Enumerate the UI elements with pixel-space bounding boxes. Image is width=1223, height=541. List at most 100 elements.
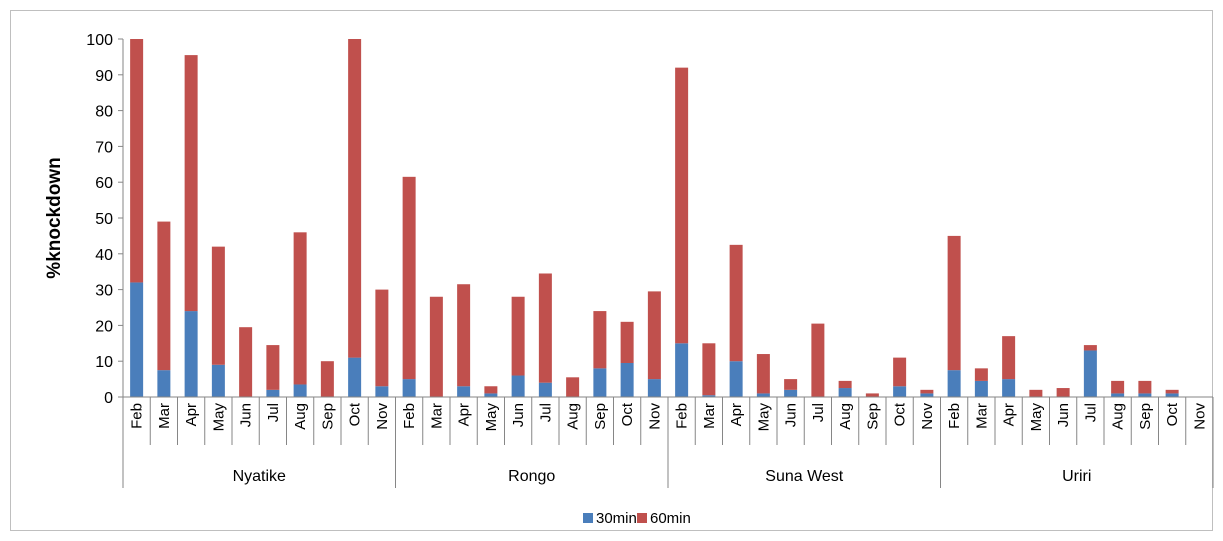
y-tick-label: 80: [95, 104, 113, 121]
bar-30min-suna-west-may: [756, 393, 770, 397]
bar-60min-nyatike-sep: [320, 361, 334, 397]
chart-frame: [10, 10, 1213, 531]
y-tick-label: 70: [95, 139, 113, 156]
x-tick-label: Apr: [183, 403, 200, 426]
bar-30min-suna-west-jun: [784, 389, 798, 397]
bar-60min-nyatike-jul: [266, 345, 280, 390]
bar-30min-nyatike-aug: [293, 384, 307, 397]
y-tick-label: 20: [95, 318, 113, 335]
bar-30min-suna-west-nov: [920, 393, 934, 397]
bar-60min-nyatike-jun: [239, 327, 253, 397]
x-tick-label: Jul: [810, 403, 827, 422]
x-tick-label: Aug: [292, 403, 309, 430]
bar-30min-nyatike-apr: [184, 311, 198, 397]
bar-30min-rongo-apr: [457, 386, 471, 397]
x-tick-label: Feb: [401, 403, 418, 429]
x-tick-label: Mar: [973, 403, 990, 429]
x-tick-label: Nov: [919, 403, 936, 430]
bar-60min-suna-west-may: [756, 354, 770, 394]
x-tick-label: Mar: [428, 403, 445, 429]
bar-60min-nyatike-nov: [375, 289, 389, 387]
bar-60min-rongo-aug: [566, 377, 580, 397]
bar-60min-rongo-apr: [457, 284, 471, 387]
group-label: Suna West: [765, 468, 844, 485]
bar-60min-suna-west-sep: [865, 393, 879, 397]
bar-30min-nyatike-may: [211, 364, 225, 397]
bar-60min-uriri-mar: [974, 368, 988, 381]
x-tick-label: Oct: [347, 402, 364, 426]
bar-60min-uriri-may: [1029, 389, 1043, 397]
x-tick-label: Oct: [1164, 402, 1181, 426]
group-label: Nyatike: [233, 468, 286, 485]
x-tick-label: Sep: [1137, 403, 1154, 430]
x-tick-label: Mar: [156, 403, 173, 429]
x-tick-label: Apr: [728, 403, 745, 426]
legend: 30min 60min: [583, 510, 691, 527]
bar-60min-rongo-oct: [620, 321, 634, 363]
bar-60min-suna-west-oct: [893, 357, 907, 387]
bar-30min-nyatike-feb: [130, 282, 144, 397]
bar-60min-suna-west-jun: [784, 379, 798, 390]
bar-30min-rongo-nov: [647, 379, 661, 397]
y-tick-label: 60: [95, 175, 113, 192]
bar-60min-suna-west-feb: [675, 67, 689, 344]
bar-30min-uriri-sep: [1138, 393, 1152, 397]
bar-30min-rongo-jul: [538, 382, 552, 397]
bar-30min-suna-west-mar: [702, 395, 716, 397]
bar-60min-rongo-jul: [538, 273, 552, 383]
bar-30min-rongo-oct: [620, 362, 634, 397]
bar-30min-suna-west-apr: [729, 361, 743, 397]
x-tick-label: Aug: [1110, 403, 1127, 430]
legend-label-60min: 60min: [650, 510, 691, 527]
x-tick-label: May: [1028, 403, 1045, 432]
x-tick-label: Nov: [646, 403, 663, 430]
x-tick-label: Jun: [1055, 403, 1072, 427]
x-tick-label: May: [755, 403, 772, 432]
legend-label-30min: 30min: [596, 510, 637, 527]
y-tick-label: 40: [95, 247, 113, 264]
bar-60min-nyatike-feb: [130, 39, 144, 283]
x-tick-label: Aug: [565, 403, 582, 430]
bar-30min-nyatike-oct: [348, 357, 362, 397]
bar-30min-rongo-sep: [593, 368, 607, 397]
bar-60min-uriri-aug: [1111, 380, 1125, 394]
bar-30min-nyatike-mar: [157, 370, 171, 397]
bar-60min-rongo-mar: [429, 296, 443, 397]
x-tick-label: Oct: [619, 402, 636, 426]
y-tick-label: 90: [95, 68, 113, 85]
bar-30min-rongo-jun: [511, 375, 525, 397]
bar-30min-nyatike-nov: [375, 386, 389, 397]
bar-60min-suna-west-mar: [702, 343, 716, 396]
x-tick-label: Nov: [374, 403, 391, 430]
y-axis: 0 10 20 30 40 50 60 70 80 90 100: [86, 32, 124, 407]
y-tick-label: 100: [86, 32, 113, 49]
group-label: Rongo: [508, 468, 555, 485]
bar-60min-rongo-feb: [402, 176, 416, 380]
x-axis: Feb Mar Apr May Jun Jul Aug Sep Oct Nov Nyatike Feb…: [122, 396, 1214, 488]
bar-60min-nyatike-apr: [184, 55, 198, 312]
bar-60min-uriri-feb: [947, 235, 961, 371]
bar-30min-nyatike-jul: [266, 389, 280, 397]
bar-30min-suna-west-aug: [838, 388, 852, 397]
x-tick-label: Jul: [537, 403, 554, 422]
x-tick-label: May: [483, 403, 500, 432]
bar-60min-uriri-oct: [1165, 389, 1179, 394]
bar-60min-uriri-apr: [1002, 336, 1016, 380]
bar-60min-uriri-jul: [1083, 345, 1097, 351]
x-tick-label: Feb: [674, 403, 691, 429]
x-tick-label: Apr: [1001, 403, 1018, 426]
x-tick-label: Jun: [783, 403, 800, 427]
y-tick-label: 10: [95, 354, 113, 371]
bar-30min-uriri-mar: [974, 380, 988, 397]
bar-30min-rongo-feb: [402, 379, 416, 397]
x-tick-label: Mar: [701, 403, 718, 429]
x-tick-label: Sep: [864, 403, 881, 430]
legend-swatch-30min: [583, 513, 593, 523]
x-tick-label: Feb: [129, 403, 146, 429]
bar-60min-uriri-jun: [1056, 388, 1070, 397]
bar-60min-suna-west-jul: [811, 323, 825, 397]
bar-60min-nyatike-oct: [348, 39, 362, 358]
y-tick-label: 50: [95, 211, 113, 228]
bar-30min-uriri-feb: [947, 370, 961, 397]
